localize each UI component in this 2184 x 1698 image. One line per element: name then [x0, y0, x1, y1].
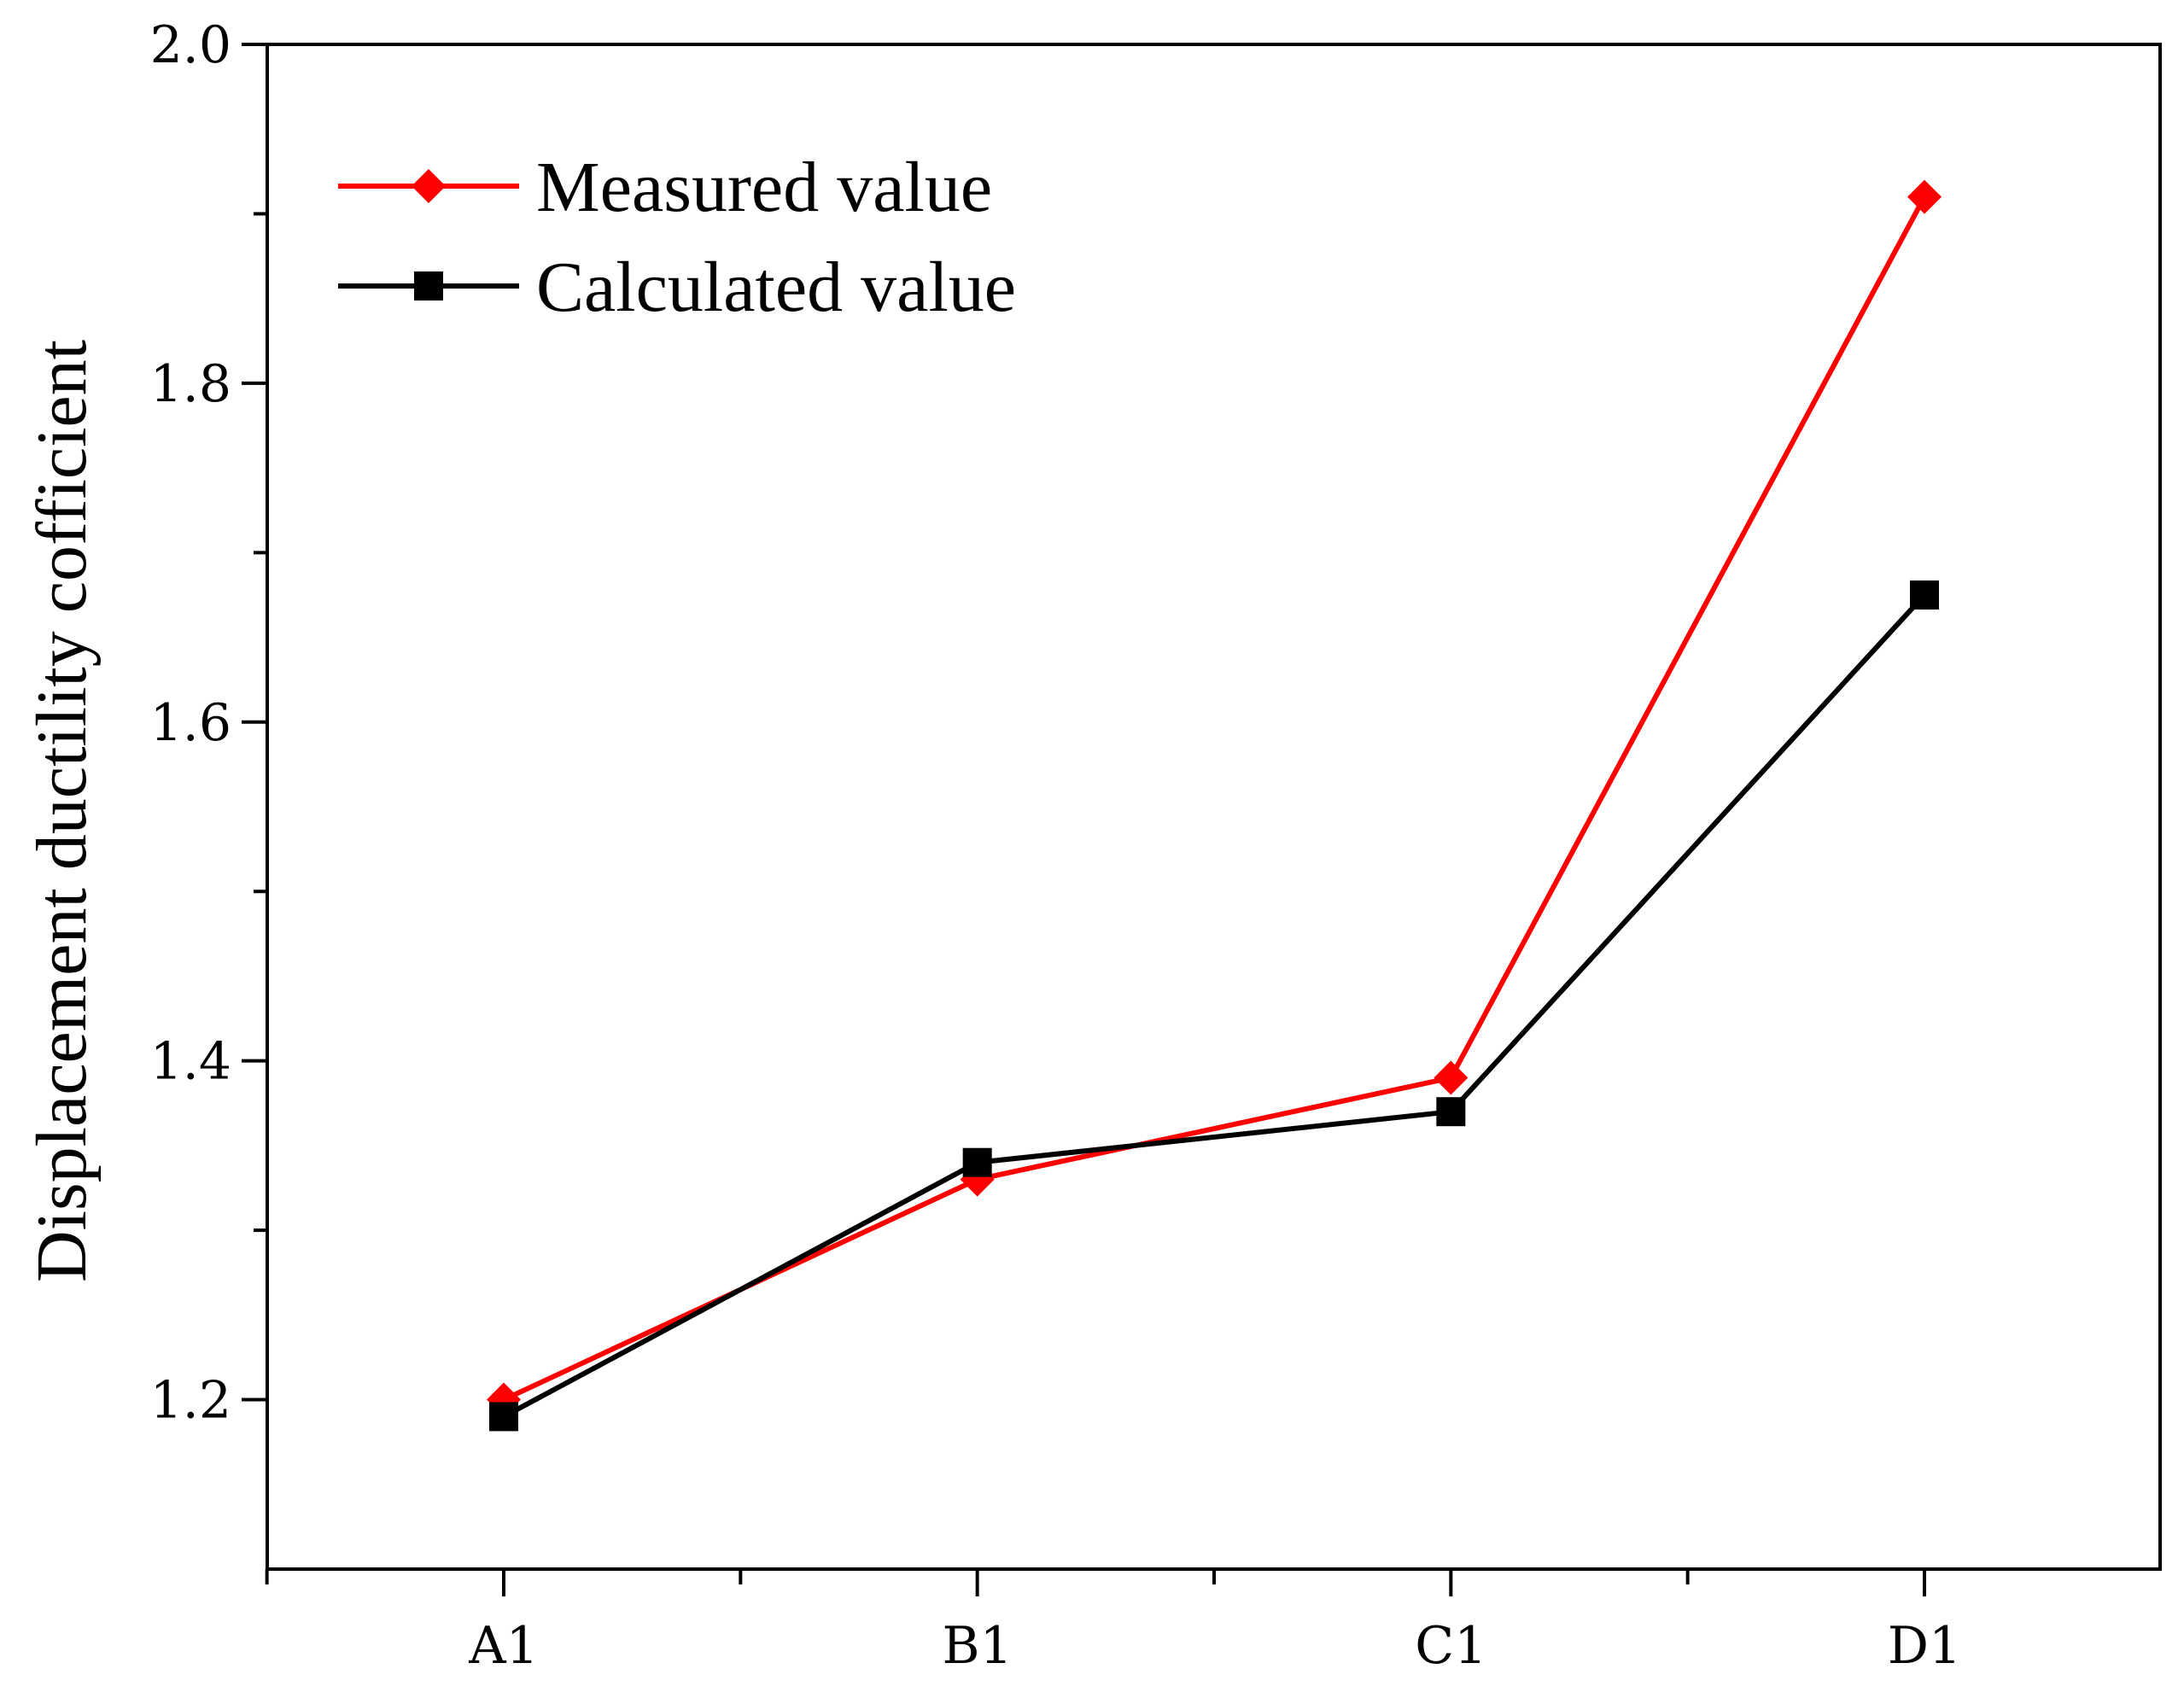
y-tick-label: 1.4 — [150, 1032, 231, 1092]
series-line — [501, 592, 1927, 1420]
legend-label: Measured value — [536, 148, 992, 227]
legend-entry: Measured value — [338, 148, 992, 227]
legend-marker — [414, 271, 443, 301]
x-tick-label: D1 — [1888, 1616, 1961, 1676]
y-tick-label: 1.8 — [150, 354, 231, 414]
series-calculated-value — [489, 580, 1939, 1432]
data-point — [489, 1402, 518, 1432]
legend: Measured value Calculated value — [338, 148, 1016, 327]
legend-label: Calculated value — [536, 248, 1016, 327]
x-tick-label: A1 — [468, 1616, 539, 1676]
y-tick-label: 2.0 — [150, 15, 231, 75]
x-tick-label: C1 — [1415, 1616, 1486, 1676]
axes-layer: 1.2 1.4 1.6 1.8 2.0 A1 B1 C1 D1 — [150, 15, 2162, 1676]
data-point — [1436, 1097, 1466, 1127]
legend-entry: Calculated value — [338, 248, 1016, 327]
legend-marker — [412, 169, 446, 203]
data-point — [1910, 580, 1939, 610]
x-tick-label: B1 — [943, 1616, 1013, 1676]
series-layer — [487, 179, 1942, 1432]
y-tick-label: 1.6 — [150, 693, 231, 753]
y-axis-title: Displacement ductility cofficient — [22, 340, 102, 1282]
y-tick-label: 1.2 — [150, 1371, 231, 1431]
data-point — [1434, 1060, 1469, 1095]
data-point — [962, 1147, 992, 1177]
data-point — [1907, 179, 1942, 214]
